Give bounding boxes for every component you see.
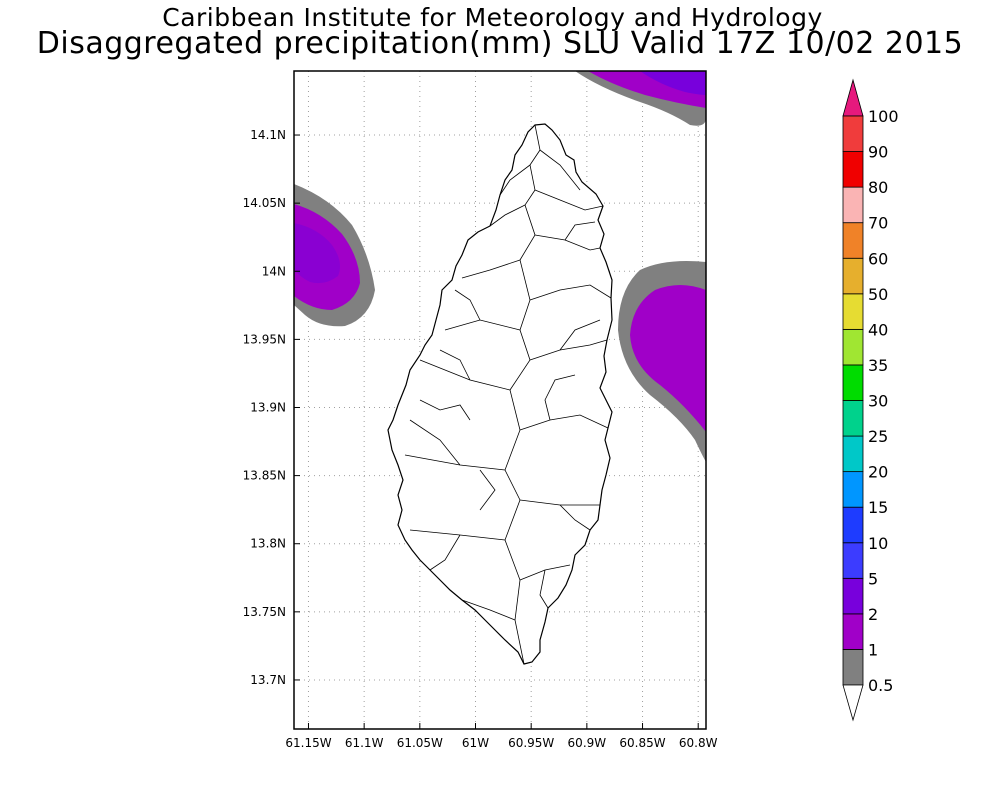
coastline (387, 123, 613, 665)
rain-area-violet (640, 71, 706, 95)
saint-lucia-island (387, 123, 613, 665)
x-tick-label: 60.95W (508, 736, 554, 750)
legend-color-box (842, 115, 864, 152)
legend-bottom-arrow (842, 684, 864, 722)
legend-color-box (842, 577, 864, 615)
legend-color-box (842, 613, 864, 650)
x-tick-label: 61.05W (397, 736, 443, 750)
legend-color-box (842, 257, 864, 295)
y-tick-label: 13.8N (250, 537, 286, 551)
legend-color-box (842, 364, 864, 401)
legend-color-box (842, 400, 864, 437)
legend-color-box (842, 328, 864, 366)
legend-label: 35 (868, 356, 888, 375)
legend-color-box (842, 435, 864, 473)
legend-label: 25 (868, 427, 888, 446)
x-tick-label: 61.1W (345, 736, 384, 750)
legend-label: 40 (868, 320, 888, 339)
legend-label: 1 (868, 640, 878, 659)
legend-label: 2 (868, 605, 878, 624)
legend-label: 10 (868, 534, 888, 553)
legend-color-box (842, 186, 864, 224)
y-tick-label: 13.9N (250, 400, 286, 414)
y-tick-label: 13.75N (243, 605, 286, 619)
legend-label: 60 (868, 249, 888, 268)
x-axis: 61.15W 61.1W 61.05W 61W 60.95W 60.9W 60.85W 60.… (285, 723, 718, 750)
rain-area-purple (630, 285, 706, 432)
x-tick-label: 60.9W (568, 736, 607, 750)
chart-subtitle: Disaggregated precipitation(mm) SLU Vali… (36, 26, 964, 61)
legend-top-arrow (842, 78, 864, 117)
legend-color-box (842, 471, 864, 508)
legend-label: 30 (868, 392, 888, 411)
y-axis: 14.1N 14.05N 14N 13.95N 13.9N 13.85N 13.8N 13.7… (243, 128, 300, 687)
chart-title: Caribbean Institute for Meteorology and … (162, 3, 823, 32)
legend-label: 80 (868, 178, 888, 197)
y-tick-label: 13.7N (250, 673, 286, 687)
legend-label: 15 (868, 498, 888, 517)
y-tick-label: 14.1N (250, 128, 286, 142)
legend-label: 70 (868, 214, 888, 233)
legend-label: 5 (868, 569, 878, 588)
legend-color-box (842, 222, 864, 259)
legend-color-box (842, 151, 864, 188)
legend-label: 90 (868, 143, 888, 162)
legend-label: 0.5 (868, 676, 893, 695)
plot-frame (293, 70, 707, 730)
y-tick-label: 13.95N (243, 332, 286, 346)
x-tick-label: 61W (462, 736, 489, 750)
watershed-boundaries (404, 124, 612, 665)
y-tick-label: 14N (262, 264, 286, 278)
legend-label: 100 (868, 107, 899, 126)
x-tick-label: 60.8W (679, 736, 718, 750)
legend-label: 20 (868, 463, 888, 482)
y-tick-label: 13.85N (243, 469, 286, 483)
y-tick-label: 14.05N (243, 196, 286, 210)
legend-color-box (842, 542, 864, 579)
legend-color-box (842, 293, 864, 330)
x-tick-label: 61.15W (285, 736, 331, 750)
legend-label: 50 (868, 285, 888, 304)
rain-area-violet (294, 223, 340, 284)
legend-color-box (842, 649, 864, 686)
legend-color-box (842, 506, 864, 544)
x-tick-label: 60.85W (619, 736, 665, 750)
